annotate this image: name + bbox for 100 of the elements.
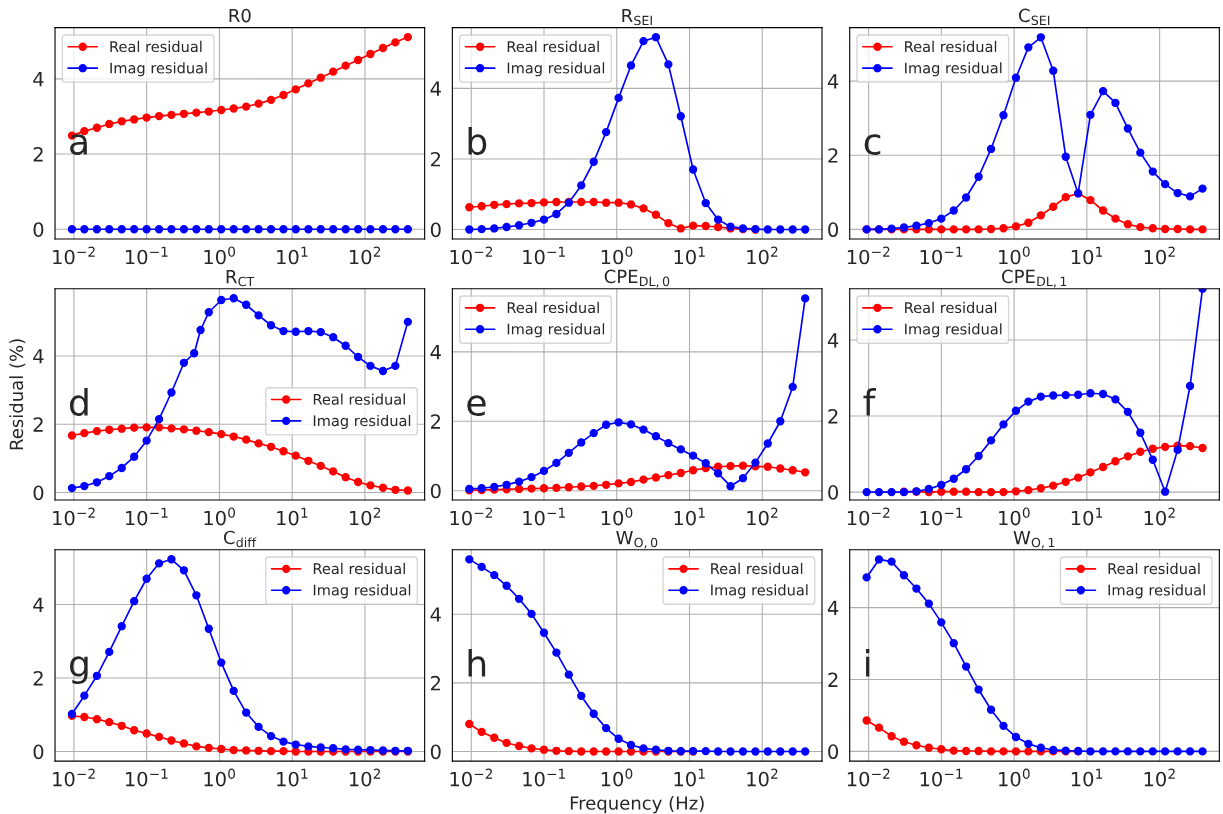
x-tick-label: 10$^{−1}$	[125, 507, 168, 526]
x-tick-label: 10$^{2}$	[349, 507, 381, 526]
annotation: h	[468, 649, 486, 677]
x-tick-label: 10$^{−2}$	[450, 768, 493, 787]
x-tick-label: 10$^{2}$	[1144, 507, 1175, 526]
x-tick-label: 10$^{0}$	[204, 246, 235, 265]
x-tick-label: 10$^{−1}$	[920, 507, 963, 526]
legend-label: Real residual	[507, 40, 599, 53]
legend-label: Real residual	[507, 301, 599, 314]
x-tick-label: 10$^{−1}$	[523, 507, 565, 526]
y-tick-label: 0	[33, 744, 44, 760]
x-tick-label: 10$^{0}$	[999, 768, 1030, 787]
annotation: f	[863, 388, 877, 416]
legend-label: Imag residual	[313, 414, 411, 430]
chart-title: W$_{O,1}$	[1013, 531, 1055, 549]
x-tick-label: 10$^{−2}$	[847, 768, 890, 787]
x-tick-label: 10$^{1}$	[1071, 768, 1103, 787]
x-tick-label: 10$^{−1}$	[920, 768, 963, 787]
x-tick-label: 10$^{−2}$	[53, 246, 95, 265]
legend-label: Real residual	[110, 40, 202, 53]
x-tick-label: 10$^{1}$	[674, 507, 705, 526]
chart-title: R$_{CT}$	[226, 269, 255, 287]
y-tick-label: 4	[827, 74, 839, 89]
x-tick-label: 10$^{1}$	[1071, 246, 1103, 265]
x-tick-label: 10$^{2}$	[1144, 246, 1175, 265]
y-tick-label: 0	[430, 744, 441, 760]
x-tick-label: 10$^{0}$	[204, 768, 235, 787]
y-tick-label: 4	[430, 81, 441, 96]
annotation: a	[70, 134, 87, 155]
x-tick-label: 10$^{2}$	[747, 246, 778, 265]
x-tick-label: 10$^{−1}$	[523, 246, 565, 265]
legend-label: Imag residual	[313, 584, 411, 599]
x-tick-label: 10$^{0}$	[999, 507, 1030, 526]
x-tick-label: 10$^{−1}$	[920, 246, 963, 265]
chart-title: C$_{diff}$	[223, 530, 257, 548]
y-tick-label: 2	[33, 147, 43, 162]
x-tick-label: 10$^{−2}$	[450, 507, 493, 526]
legend-label: Imag residual	[507, 323, 605, 338]
x-tick-label: 10$^{0}$	[999, 246, 1030, 265]
y-tick-label: 0	[828, 222, 839, 238]
legend-label: Imag residual	[905, 62, 1002, 77]
x-tick-label: 10$^{−2}$	[450, 246, 493, 265]
x-tick-label: 10$^{1}$	[674, 246, 705, 265]
legend-label: Real residual	[313, 393, 405, 405]
annotation: e	[467, 395, 486, 417]
legend-label: Real residual	[905, 301, 997, 314]
annotation: d	[69, 388, 88, 417]
legend-label: Real residual	[313, 562, 405, 575]
x-tick-label: 10$^{−1}$	[523, 768, 565, 787]
chart-title: CPE$_{DL,1}$	[1002, 269, 1067, 288]
y-tick-label: 4	[827, 333, 839, 348]
x-tick-label: 10$^{0}$	[601, 768, 633, 787]
annotation: c	[864, 134, 881, 155]
y-tick-label: 4	[33, 597, 44, 612]
chart-title: C$_{SEI}$	[1019, 8, 1050, 26]
x-tick-label: 10$^{−1}$	[125, 246, 168, 265]
y-axis-title: Residual (%)	[9, 339, 26, 450]
y-tick-label: 4	[33, 349, 44, 364]
x-tick-label: 10$^{2}$	[1144, 768, 1175, 787]
legend-label: Imag residual	[110, 62, 207, 77]
x-tick-label: 10$^{−1}$	[125, 768, 168, 787]
legend-label: Imag residual	[711, 584, 808, 599]
chart-title: W$_{O,0}$	[616, 531, 658, 549]
x-tick-label: 10$^{0}$	[601, 507, 633, 526]
x-tick-label: 10$^{1}$	[277, 507, 308, 526]
x-tick-label: 10$^{−2}$	[847, 507, 890, 526]
x-tick-label: 10$^{−2}$	[53, 768, 95, 787]
y-tick-label: 4	[33, 72, 44, 87]
legend-label: Real residual	[905, 40, 997, 53]
x-tick-label: 10$^{2}$	[747, 507, 778, 526]
y-tick-label: 2	[828, 672, 838, 687]
x-tick-label: 10$^{−2}$	[53, 507, 95, 526]
x-tick-label: 10$^{1}$	[277, 246, 308, 265]
annotation: g	[69, 656, 88, 685]
y-tick-label: 0	[33, 222, 44, 237]
y-tick-label: 0	[828, 744, 839, 760]
legend-label: Imag residual	[1108, 584, 1205, 599]
x-tick-label: 10$^{0}$	[204, 507, 235, 526]
y-tick-label: 0	[33, 485, 44, 501]
y-tick-label: 4	[430, 345, 441, 360]
y-tick-label: 2	[33, 417, 43, 432]
legend-label: Real residual	[711, 562, 803, 575]
legend-label: Real residual	[1108, 562, 1200, 575]
chart-title: CPE$_{DL,0}$	[604, 269, 670, 288]
x-tick-label: 10$^{−2}$	[847, 246, 890, 265]
x-tick-label: 10$^{1}$	[1071, 507, 1103, 526]
y-tick-label: 0	[430, 483, 441, 499]
y-tick-label: 2	[431, 151, 441, 167]
y-tick-label: 2	[33, 670, 43, 686]
legend-label: Imag residual	[507, 62, 605, 77]
y-tick-label: 4	[430, 607, 441, 622]
x-tick-label: 10$^{0}$	[601, 246, 633, 265]
legend-label: Imag residual	[905, 323, 1002, 338]
y-tick-label: 0	[430, 222, 441, 238]
annotation: b	[468, 127, 487, 155]
y-tick-label: 2	[431, 414, 441, 429]
x-tick-label: 10$^{2}$	[349, 246, 381, 265]
x-tick-label: 10$^{2}$	[349, 768, 381, 787]
y-tick-label: 2	[828, 409, 838, 424]
annotation: i	[866, 649, 870, 677]
